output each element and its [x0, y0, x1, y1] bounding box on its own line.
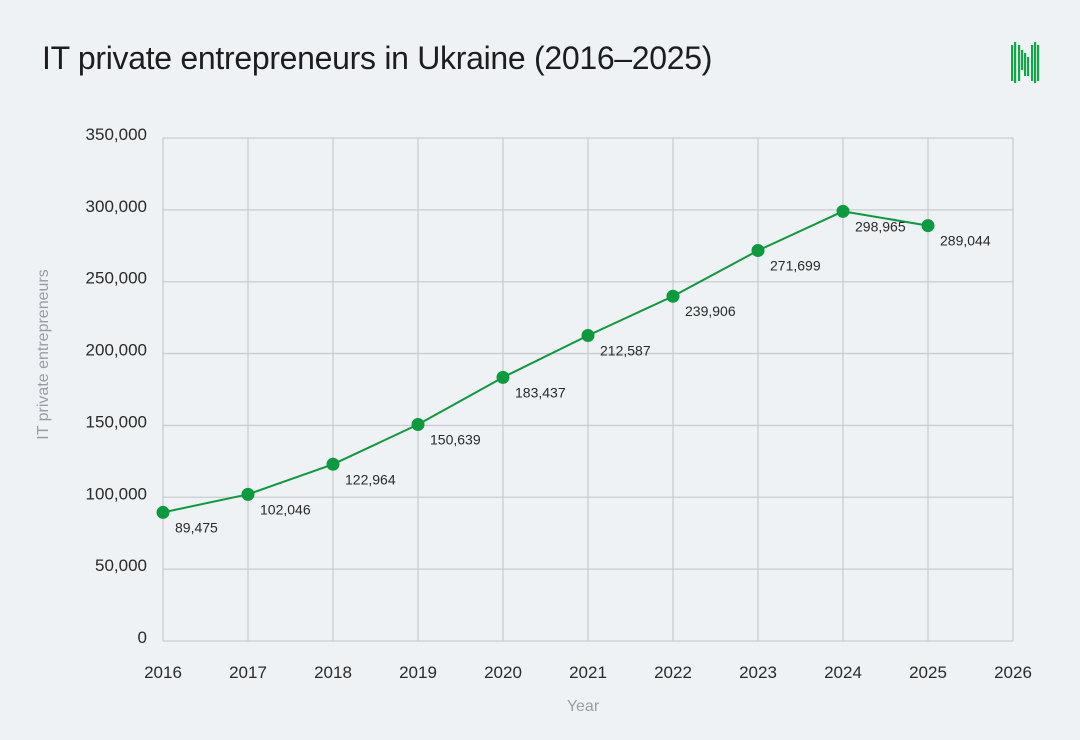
data-label: 122,964	[345, 471, 396, 487]
data-point	[836, 204, 850, 218]
data-label: 102,046	[260, 501, 311, 517]
x-tick-label: 2026	[994, 663, 1032, 682]
logo-bar	[1018, 45, 1021, 81]
logo-bar	[1034, 42, 1037, 83]
data-point	[666, 289, 680, 303]
data-label: 89,475	[175, 519, 218, 535]
y-tick-label: 0	[138, 628, 147, 647]
data-point	[241, 487, 255, 501]
y-tick-label: 200,000	[86, 341, 147, 360]
logo-bar	[1027, 57, 1030, 76]
logo-bar	[1024, 53, 1027, 76]
logo-bar	[1011, 45, 1014, 81]
data-label: 239,906	[685, 303, 736, 319]
x-tick-label: 2022	[654, 663, 692, 682]
data-label: 150,639	[430, 432, 481, 448]
x-axis-label: Year	[567, 698, 600, 715]
y-tick-label: 300,000	[86, 197, 147, 216]
x-tick-label: 2016	[144, 663, 182, 682]
data-point	[496, 370, 510, 384]
x-tick-label: 2017	[229, 663, 267, 682]
y-tick-label: 150,000	[86, 412, 147, 431]
data-point	[411, 418, 425, 432]
y-tick-label: 100,000	[86, 484, 147, 503]
data-point	[326, 457, 340, 471]
y-tick-label: 50,000	[95, 556, 147, 575]
x-tick-label: 2023	[739, 663, 777, 682]
y-tick-label: 350,000	[86, 125, 147, 144]
x-tick-label: 2025	[909, 663, 947, 682]
logo-icon	[1011, 42, 1040, 83]
logo-bar	[1037, 45, 1040, 81]
data-label: 289,044	[940, 233, 991, 249]
data-label: 183,437	[515, 384, 566, 400]
logo-bar	[1031, 45, 1034, 81]
data-label: 271,699	[770, 258, 821, 274]
logo-bar	[1014, 42, 1017, 83]
x-tick-label: 2021	[569, 663, 607, 682]
x-tick-label: 2018	[314, 663, 352, 682]
data-label: 212,587	[600, 342, 651, 358]
x-tick-label: 2019	[399, 663, 437, 682]
y-tick-label: 250,000	[86, 269, 147, 288]
series-line	[162, 210, 929, 514]
data-point	[751, 244, 765, 258]
data-point	[156, 505, 170, 519]
logo-bar	[1021, 50, 1024, 70]
x-tick-label: 2020	[484, 663, 522, 682]
x-tick-label: 2024	[824, 663, 862, 682]
data-label: 298,965	[855, 218, 906, 234]
data-point	[921, 219, 935, 233]
chart-title: IT private entrepreneurs in Ukraine (201…	[42, 40, 713, 76]
y-axis-label: IT private entrepreneurs	[35, 269, 52, 439]
data-point	[581, 328, 595, 342]
